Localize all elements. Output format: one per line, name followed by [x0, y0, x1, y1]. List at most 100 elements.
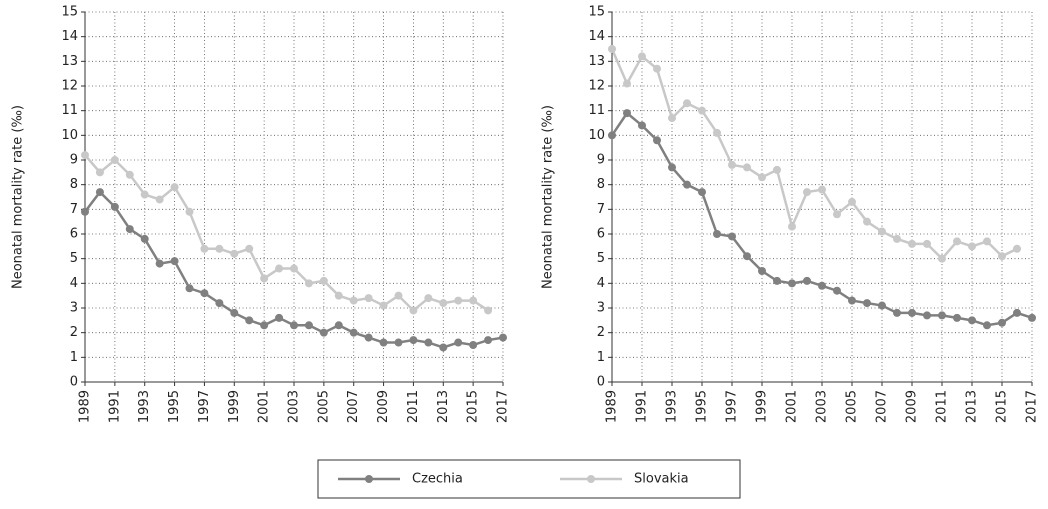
y-tick-label: 15: [588, 5, 605, 20]
y-tick-label: 4: [597, 276, 605, 291]
y-axis-label: Neonatal mortality rate (‰): [541, 105, 556, 289]
x-tick-label: 2001: [785, 390, 800, 423]
data-point: [439, 299, 448, 308]
data-point: [608, 45, 616, 53]
x-tick-label: 1999: [755, 390, 770, 423]
y-tick-label: 0: [597, 375, 605, 390]
x-tick-label: 2011: [406, 390, 421, 423]
y-tick-label: 12: [588, 79, 605, 94]
data-point: [998, 252, 1006, 261]
data-point: [215, 299, 224, 308]
y-tick-label: 3: [597, 301, 605, 316]
data-point: [454, 296, 463, 305]
data-point: [230, 249, 239, 258]
x-tick-label: 2007: [346, 390, 361, 423]
y-tick-label: 8: [597, 177, 605, 192]
data-point: [728, 232, 736, 241]
data-point: [668, 163, 676, 172]
series-line: [84, 154, 489, 313]
data-point: [155, 195, 164, 204]
data-point: [140, 190, 149, 199]
y-tick-label: 5: [597, 251, 605, 266]
data-point: [200, 244, 209, 253]
data-point: [409, 336, 418, 345]
data-point: [878, 227, 886, 236]
y-tick-label: 8: [70, 177, 78, 192]
data-point: [364, 333, 373, 342]
data-point: [319, 276, 328, 285]
data-point: [998, 318, 1006, 327]
data-point: [653, 64, 661, 73]
y-tick-label: 10: [588, 128, 605, 143]
data-point: [484, 306, 493, 315]
data-point: [1013, 244, 1021, 253]
data-point: [170, 257, 179, 266]
legend-box: [317, 459, 741, 499]
data-point: [125, 170, 134, 179]
data-point: [698, 188, 706, 197]
data-point: [983, 237, 991, 246]
x-tick-label: 2015: [466, 390, 481, 423]
data-point: [215, 244, 224, 253]
x-tick-label: 1997: [725, 390, 740, 423]
data-point: [623, 109, 631, 118]
x-tick-label: 1991: [107, 390, 122, 423]
data-point: [758, 173, 766, 182]
x-tick-label: 1999: [227, 390, 242, 423]
data-point: [125, 225, 134, 234]
y-tick-label: 1: [597, 350, 605, 365]
data-point: [334, 291, 343, 300]
x-tick-label: 2013: [965, 390, 980, 423]
data-point: [638, 52, 646, 61]
data-point: [200, 289, 209, 298]
x-tick-label: 2013: [436, 390, 451, 423]
y-tick-label: 11: [61, 103, 78, 118]
data-point: [773, 165, 781, 174]
x-tick-label: 2005: [845, 390, 860, 423]
y-tick-label: 14: [588, 29, 605, 44]
data-point: [938, 311, 946, 320]
data-point: [818, 281, 826, 290]
data-point: [81, 207, 89, 216]
x-tick-label: 2017: [1025, 390, 1040, 423]
x-tick-label: 2009: [905, 390, 920, 423]
y-tick-label: 12: [61, 79, 78, 94]
data-point: [878, 301, 886, 310]
data-point: [484, 336, 493, 345]
data-point: [290, 321, 298, 330]
x-tick-label: 1993: [137, 390, 152, 423]
x-tick-label: 1997: [197, 390, 212, 423]
data-point: [953, 237, 961, 246]
data-point: [230, 308, 239, 317]
data-point: [908, 308, 916, 317]
y-tick-label: 6: [70, 227, 78, 242]
data-point: [668, 114, 676, 123]
y-tick-label: 9: [597, 153, 605, 168]
y-tick-label: 14: [61, 29, 78, 44]
x-tick-label: 1995: [695, 390, 710, 423]
data-point: [95, 168, 104, 177]
data-point: [185, 207, 194, 216]
y-tick-label: 9: [70, 153, 78, 168]
data-point: [653, 136, 661, 145]
x-tick-label: 1993: [665, 390, 680, 423]
data-point: [923, 239, 931, 248]
data-point: [623, 79, 631, 88]
data-point: [439, 343, 448, 352]
data-point: [424, 338, 433, 347]
data-point: [95, 188, 104, 197]
data-point: [155, 259, 164, 268]
y-tick-label: 6: [597, 227, 605, 242]
data-point: [245, 244, 254, 253]
data-point: [833, 286, 841, 295]
y-tick-label: 7: [597, 202, 605, 217]
data-point: [638, 121, 646, 130]
data-point: [728, 160, 736, 169]
data-point: [110, 156, 119, 164]
data-point: [698, 106, 706, 115]
data-point: [923, 311, 931, 320]
data-point: [304, 321, 313, 330]
data-point: [424, 294, 433, 303]
y-tick-label: 4: [70, 276, 78, 291]
x-tick-label: 1991: [635, 390, 650, 423]
